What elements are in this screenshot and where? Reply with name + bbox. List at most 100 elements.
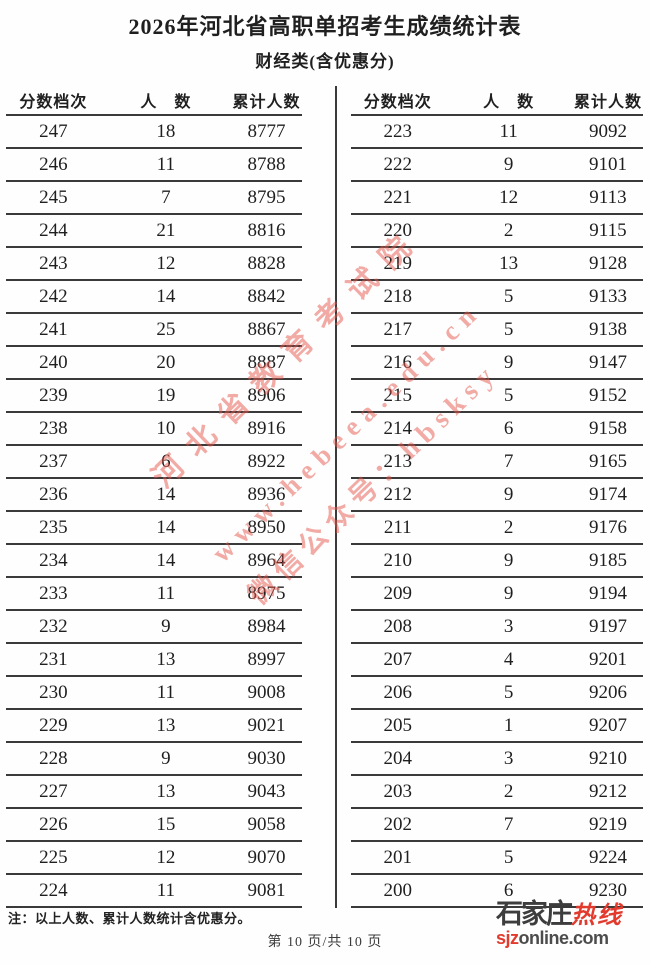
table-cell: 200 [351, 874, 445, 908]
table-cell: 9030 [230, 742, 302, 776]
table-cell: 8828 [230, 247, 302, 281]
table-cell: 10 [100, 412, 231, 446]
table-cell: 227 [6, 775, 101, 809]
table-cell: 9174 [572, 478, 643, 512]
table-row: 200 6 9230 [351, 874, 643, 908]
table-cell: 9176 [572, 511, 643, 545]
header-row: 分数档次 人 数 累计人数 [6, 86, 302, 116]
logo-text-rexian: 热线 [571, 903, 623, 929]
page-indicator: 第 10 页/共 10 页 [267, 935, 383, 950]
table-cell: 9194 [572, 577, 643, 611]
table-row: 226 15 9058 [6, 808, 302, 842]
table-cell: 20 [100, 346, 231, 380]
table-cell: 201 [351, 841, 445, 875]
table-cell: 235 [6, 511, 101, 545]
table-cell: 11 [444, 115, 573, 149]
table-cell: 13 [100, 775, 231, 809]
table-row: 213 7 9165 [351, 445, 643, 479]
table-cell: 9133 [572, 280, 643, 314]
table-row: 202 7 9219 [351, 808, 643, 842]
table-cell: 9 [100, 610, 231, 644]
table-cell: 9 [100, 742, 231, 776]
table-cell: 8887 [230, 346, 302, 380]
table-cell: 9138 [572, 313, 643, 347]
table-row: 223 11 9092 [351, 115, 643, 149]
table-cell: 9158 [572, 412, 643, 446]
table-cell: 241 [6, 313, 101, 347]
table-cell: 5 [444, 313, 573, 347]
table-row: 241 25 8867 [6, 313, 302, 347]
table-cell: 8997 [230, 643, 302, 677]
table-row: 217 5 9138 [351, 313, 643, 347]
column-header-count: 人 数 [100, 86, 231, 116]
sjzonline-logo: 石家庄热线 sjzonline.com [496, 901, 646, 948]
table-cell: 14 [100, 280, 231, 314]
table-cell: 223 [351, 115, 445, 149]
table-cell: 214 [351, 412, 445, 446]
table-row: 232 9 8984 [6, 610, 302, 644]
table-cell: 8906 [230, 379, 302, 413]
table-cell: 240 [6, 346, 101, 380]
table-cell: 9212 [572, 775, 643, 809]
footnote: 注：以上人数、累计人数统计含优惠分。 [8, 911, 252, 926]
table-row: 229 13 9021 [6, 709, 302, 743]
table-cell: 234 [6, 544, 101, 578]
table-row: 239 19 8906 [6, 379, 302, 413]
table-cell: 5 [444, 841, 573, 875]
table-cell: 2 [444, 511, 573, 545]
table-cell: 13 [100, 709, 231, 743]
table-cell: 213 [351, 445, 445, 479]
table-cell: 217 [351, 313, 445, 347]
table-row: 231 13 8997 [6, 643, 302, 677]
table-row: 207 4 9201 [351, 643, 643, 677]
table-cell: 8788 [230, 148, 302, 182]
table-cell: 208 [351, 610, 445, 644]
table-cell: 8916 [230, 412, 302, 446]
page-subtitle: 财经类(含优惠分) [255, 52, 395, 71]
table-cell: 14 [100, 478, 231, 512]
table-cell: 239 [6, 379, 101, 413]
table-cell: 9147 [572, 346, 643, 380]
table-cell: 204 [351, 742, 445, 776]
table-row: 227 13 9043 [6, 775, 302, 809]
score-table-left: 分数档次 人 数 累计人数 247 18 8777 246 11 8788 245 7 8795… [6, 86, 302, 908]
table-row: 238 10 8916 [6, 412, 302, 446]
table-row: 244 21 8816 [6, 214, 302, 248]
table-cell: 2 [444, 214, 573, 248]
table-cell: 220 [351, 214, 445, 248]
table-row: 212 9 9174 [351, 478, 643, 512]
table-cell: 3 [444, 742, 573, 776]
table-cell: 206 [351, 676, 445, 710]
table-row: 236 14 8936 [6, 478, 302, 512]
table-cell: 243 [6, 247, 101, 281]
table-cell: 231 [6, 643, 101, 677]
table-row: 230 11 9008 [6, 676, 302, 710]
table-cell: 224 [6, 874, 101, 908]
table-cell: 9113 [572, 181, 643, 215]
table-cell: 9 [444, 148, 573, 182]
table-cell: 8777 [230, 115, 302, 149]
table-cell: 219 [351, 247, 445, 281]
column-header-cumulative: 累计人数 [572, 86, 643, 116]
table-row: 203 2 9212 [351, 775, 643, 809]
table-row: 243 12 8828 [6, 247, 302, 281]
table-row: 240 20 8887 [6, 346, 302, 380]
table-row: 242 14 8842 [6, 280, 302, 314]
table-divider [335, 86, 337, 908]
table-cell: 218 [351, 280, 445, 314]
table-cell: 9 [444, 577, 573, 611]
table-cell: 3 [444, 610, 573, 644]
table-cell: 9197 [572, 610, 643, 644]
table-cell: 233 [6, 577, 101, 611]
logo-domain: sjzonline.com [496, 929, 646, 947]
header-row: 分数档次 人 数 累计人数 [351, 86, 643, 116]
table-cell: 9058 [230, 808, 302, 842]
table-cell: 212 [351, 478, 445, 512]
table-cell: 207 [351, 643, 445, 677]
table-body-right: 223 11 9092 222 9 9101 221 12 9113 220 2 9115 219 13 9… [351, 115, 643, 908]
table-cell: 6 [100, 445, 231, 479]
table-cell: 202 [351, 808, 445, 842]
table-cell: 11 [100, 874, 231, 908]
logo-domain-accent: sjz [496, 928, 519, 948]
table-cell: 205 [351, 709, 445, 743]
